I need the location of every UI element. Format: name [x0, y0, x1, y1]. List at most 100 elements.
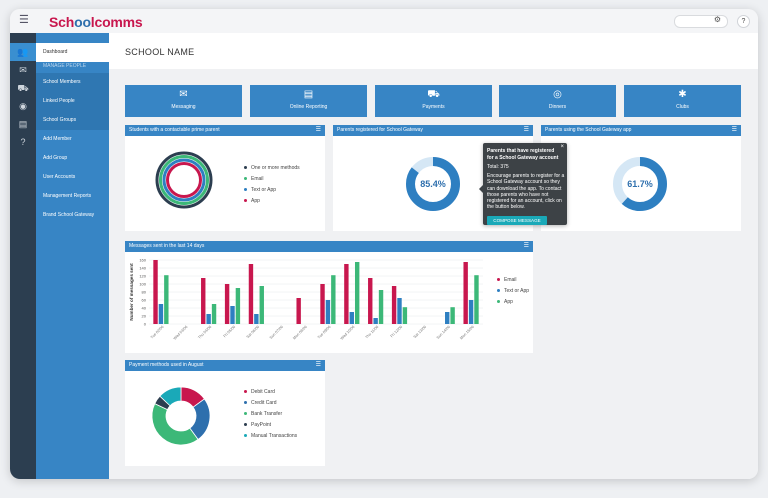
x-tick-label: Fri 12/06 [390, 325, 403, 338]
legend-item: Bank Transfer [244, 411, 282, 417]
x-tick-label: Mon 08/06 [292, 325, 308, 341]
x-tick-label: Fri 05/06 [223, 325, 236, 338]
sidebar-item-dashboard[interactable]: Dashboard [36, 43, 109, 62]
payment-donut-chart [151, 386, 211, 446]
panel-menu-icon[interactable]: ☰ [315, 127, 321, 133]
people-icon[interactable]: 👥 [10, 43, 36, 61]
sidebar-item-management-reports[interactable]: Management Reports [43, 193, 92, 199]
gateway-donut-chart: 85.4% [406, 157, 460, 211]
gateway-tooltip: × Parents that have registered for a Sch… [479, 143, 567, 225]
bar-email [201, 278, 206, 324]
donut-percent-label: 61.7% [627, 179, 653, 189]
y-tick-label: 60 [142, 298, 147, 303]
messaging-button[interactable]: ✉ Messaging [125, 85, 242, 117]
legend-item: Text or App [244, 187, 276, 193]
bar-text-or-app [445, 312, 450, 324]
contactable-parent-panel: Students with a contactable prime parent… [125, 125, 325, 231]
bug-icon: ✱ [678, 89, 687, 100]
messages-panel: Messages sent in the last 14 days ☰ 0 20 40… [125, 241, 533, 353]
bar-app [331, 275, 336, 324]
panel-menu-icon[interactable]: ☰ [523, 127, 529, 133]
help-icon[interactable]: ? [20, 137, 26, 147]
sidebar-section-label: MANAGE PEOPLE [43, 63, 87, 69]
x-tick-label: Tue 09/06 [317, 325, 332, 340]
legend-item: Debit Card [244, 389, 275, 395]
app-window: ☰ Schoolcomms ⚙ ? 👥 ✉ ⛟ ◉ ▤ ? Dashboard … [10, 9, 758, 479]
compose-message-button[interactable]: COMPOSE MESSAGE [487, 216, 547, 225]
donut-value-arc [406, 157, 460, 211]
payment-methods-panel: Payment methods used in August ☰ Debit Ca… [125, 360, 325, 466]
dinners-button[interactable]: ◎ Dinners [499, 85, 616, 117]
panel-menu-icon[interactable]: ☰ [523, 243, 529, 249]
cart-icon[interactable]: ⛟ [17, 83, 29, 93]
sidebar-item-school-groups[interactable]: School Groups [36, 111, 109, 130]
gateway-app-panel: Parents using the School Gateway app ☰ 61… [541, 125, 741, 231]
legend-item: Text or App [497, 288, 529, 294]
panel-header: Parents using the School Gateway app ☰ [541, 125, 741, 136]
x-tick-label: Sun 14/06 [436, 325, 451, 340]
page-header: SCHOOL NAME [109, 33, 758, 69]
x-tick-label: Thu 11/06 [365, 325, 380, 340]
tooltip-title: Parents that have registered for a Schoo… [487, 148, 559, 161]
search-input[interactable]: ⚙ [674, 15, 728, 28]
y-tick-label: 0 [144, 322, 147, 327]
close-icon[interactable]: × [560, 144, 564, 150]
sidebar-item-add-group[interactable]: Add Group [43, 155, 68, 161]
bar-email [296, 298, 301, 324]
panel-header: Messages sent in the last 14 days ☰ [125, 241, 533, 252]
bar-app [259, 286, 264, 324]
x-tick-label: Sat 06/06 [246, 325, 260, 339]
hamburger-menu-icon[interactable]: ☰ [19, 14, 29, 26]
slice-manual-transactions [159, 386, 182, 407]
sidebar-item-add-member[interactable]: Add Member [43, 136, 72, 142]
mail-icon[interactable]: ✉ [19, 65, 27, 75]
panel-menu-icon[interactable]: ☰ [731, 127, 737, 133]
sidebar-item-user-accounts[interactable]: User Accounts [43, 174, 76, 180]
x-tick-label: Mon 15/06 [459, 325, 475, 341]
x-tick-label: Sat 13/06 [413, 325, 427, 339]
gear-icon[interactable]: ⚙ [713, 15, 721, 24]
messages-bar-chart: 0 20 40 60 80 100 120 140 160 Number of messages … [129, 258, 483, 341]
y-tick-label: 80 [142, 290, 147, 295]
legend-item: Email [244, 176, 264, 182]
bar-app [235, 288, 241, 324]
help-button[interactable]: ? [737, 15, 750, 28]
panel-menu-icon[interactable]: ☰ [315, 362, 321, 368]
app-donut-chart: 61.7% [613, 157, 667, 211]
sidebar-item-linked-people[interactable]: Linked People [36, 92, 109, 111]
bar-app [474, 275, 479, 324]
legend-item: Email [497, 277, 517, 283]
y-tick-label: 120 [139, 274, 146, 279]
legend-item: App [244, 198, 260, 204]
sidebar-item-brand-school-gateway[interactable]: Brand School Gateway [43, 212, 95, 218]
ring-text-or-app [162, 158, 206, 202]
document-icon[interactable]: ▤ [18, 119, 28, 129]
bar-text-or-app [349, 312, 354, 324]
x-tick-label: Wed 03/06 [173, 325, 189, 341]
ring-email [159, 155, 209, 205]
clubs-button[interactable]: ✱ Clubs [624, 85, 741, 117]
location-icon[interactable]: ◉ [19, 101, 27, 111]
online-reporting-button[interactable]: ▤ Online Reporting [250, 85, 367, 117]
plate-icon: ◎ [553, 89, 562, 100]
bar-email [344, 264, 349, 324]
legend-item: PayPoint [244, 422, 271, 428]
envelope-icon: ✉ [179, 89, 188, 100]
bar-email [320, 284, 325, 324]
bar-text-or-app [206, 314, 211, 324]
bar-email [463, 262, 468, 324]
tooltip-arrow [479, 185, 483, 193]
slice-bank-transfer [151, 403, 199, 446]
payments-button[interactable]: ⛟ Payments [375, 85, 492, 117]
sidebar-item-school-members[interactable]: School Members [36, 73, 109, 92]
ring-one-or-more [155, 151, 213, 209]
y-tick-label: 20 [142, 314, 147, 319]
icon-rail: 👥 ✉ ⛟ ◉ ▤ ? [10, 33, 36, 479]
schoolcomms-logo[interactable]: Schoolcomms [49, 14, 143, 30]
donut-value-arc [613, 157, 667, 211]
bar-text-or-app [373, 318, 378, 324]
x-tick-label: Tue 02/06 [150, 325, 165, 340]
main-content: SCHOOL NAME ✉ Messaging ▤ Online Reporti… [109, 33, 758, 479]
bar-app [450, 307, 455, 324]
bar-email [153, 260, 158, 324]
